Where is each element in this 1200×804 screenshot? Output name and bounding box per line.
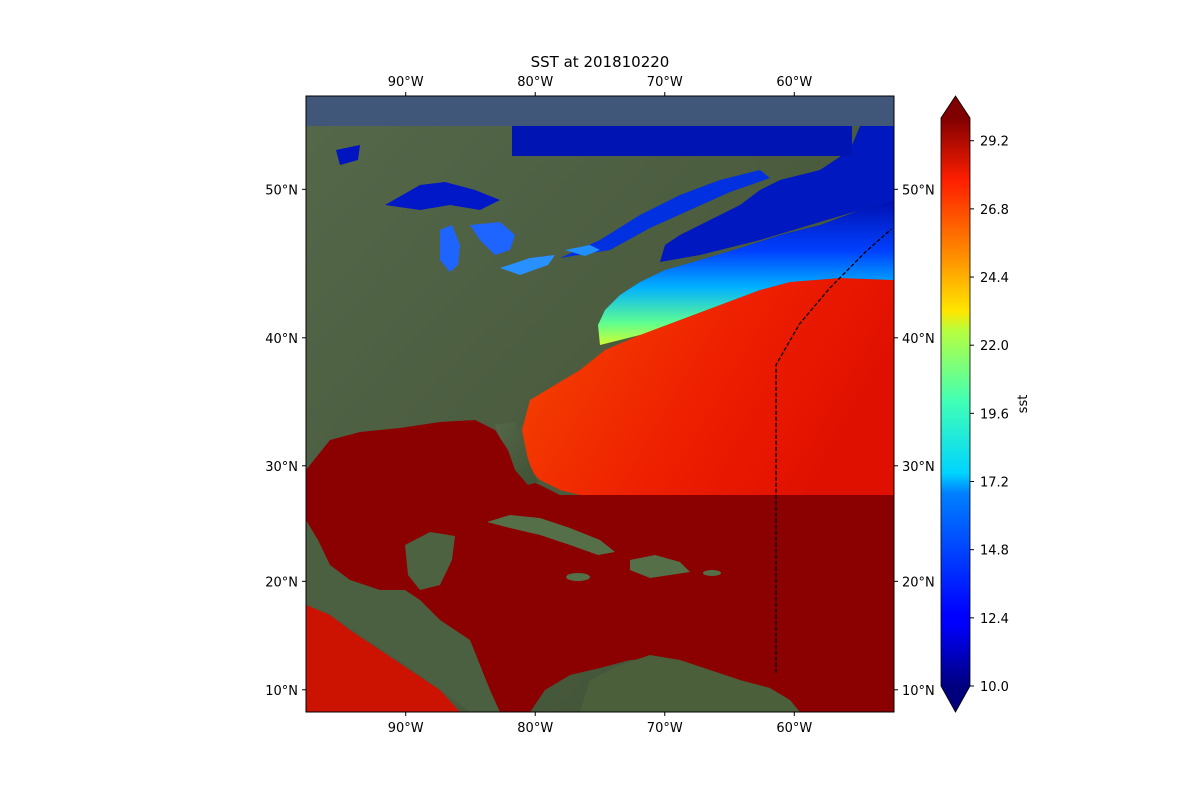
lat-tick-label-right: 30°N	[902, 460, 935, 475]
jamaica	[566, 573, 590, 581]
dashed-track-line	[775, 228, 892, 673]
south-america-coast	[580, 655, 800, 712]
lon-tick-label-bottom: 80°W	[517, 721, 553, 736]
atlantic-sst-warm	[522, 278, 894, 500]
northern-basemap-sea	[306, 96, 894, 126]
colorbar-tick-label: 19.6	[980, 407, 1009, 422]
colorbar-tick-label: 26.8	[980, 203, 1009, 218]
lat-tick-label-left: 50°N	[265, 183, 298, 198]
colorbar-gradient	[941, 118, 970, 686]
latitude-ticks-right: 50°N 40°N 30°N 20°N 10°N	[894, 183, 935, 699]
mexico-mainland	[306, 520, 500, 712]
colorbar-tick-label: 24.4	[980, 271, 1009, 286]
map-frame	[305, 95, 895, 713]
colorbar-ticks: 10.0 12.4 14.8 17.2 19.6 22.0 24.4 26.8 29.2	[970, 135, 1009, 695]
cuba	[487, 515, 615, 555]
lake-ontario	[565, 245, 600, 256]
lon-tick-label-top: 60°W	[776, 75, 812, 90]
colorbar-tick-label: 10.0	[980, 680, 1009, 695]
lat-tick-label-left: 20°N	[265, 575, 298, 590]
lon-tick-label-top: 80°W	[517, 75, 553, 90]
colorbar-tick-label: 17.2	[980, 476, 1009, 491]
lat-tick-label-left: 30°N	[265, 460, 298, 475]
lon-tick-label-top: 90°W	[388, 75, 424, 90]
pacific-sst	[306, 605, 460, 712]
lake-winnipeg-region	[336, 145, 360, 165]
lat-tick-label-left: 10°N	[265, 684, 298, 699]
lake-superior	[385, 182, 500, 210]
lat-tick-label-right: 10°N	[902, 684, 935, 699]
colorbar-extend-min	[941, 686, 970, 712]
lat-tick-label-right: 20°N	[902, 575, 935, 590]
lon-tick-label-top: 70°W	[647, 75, 683, 90]
florida-peninsula	[495, 422, 538, 485]
colorbar-tick-label: 14.8	[980, 544, 1009, 559]
lake-huron	[470, 222, 515, 255]
yucatan-peninsula	[405, 532, 455, 590]
hispaniola	[630, 555, 690, 578]
colorbar-tick-label: 22.0	[980, 339, 1009, 354]
lake-erie	[500, 255, 555, 275]
colorbar-tick-label: 29.2	[980, 135, 1009, 150]
lon-tick-label-bottom: 70°W	[647, 721, 683, 736]
lon-tick-label-bottom: 90°W	[388, 721, 424, 736]
lat-tick-label-left: 40°N	[265, 332, 298, 347]
latitude-ticks-left: 50°N 40°N 30°N 20°N 10°N	[265, 183, 306, 699]
colorbar: 10.0 12.4 14.8 17.2 19.6 22.0 24.4 26.8 29.2 sst	[940, 95, 1031, 713]
lon-tick-label-bottom: 60°W	[776, 721, 812, 736]
atlantic-sst-cold	[598, 200, 894, 345]
longitude-ticks-bottom: 90°W 80°W 70°W 60°W	[388, 712, 812, 736]
puerto-rico	[703, 570, 721, 576]
map-title: SST at 201810220	[531, 53, 670, 71]
hudson-bay-sst	[512, 126, 852, 156]
colorbar-tick-label: 12.4	[980, 612, 1009, 627]
colorbar-extend-max	[941, 96, 970, 118]
colorbar-label: sst	[1016, 395, 1031, 414]
lake-michigan	[440, 225, 460, 272]
lat-tick-label-right: 50°N	[902, 183, 935, 198]
longitude-ticks-top: 90°W 80°W 70°W 60°W	[388, 75, 812, 96]
map-area	[306, 96, 894, 712]
lat-tick-label-right: 40°N	[902, 332, 935, 347]
st-lawrence-river	[560, 170, 770, 258]
north-atlantic-cold	[660, 126, 894, 262]
